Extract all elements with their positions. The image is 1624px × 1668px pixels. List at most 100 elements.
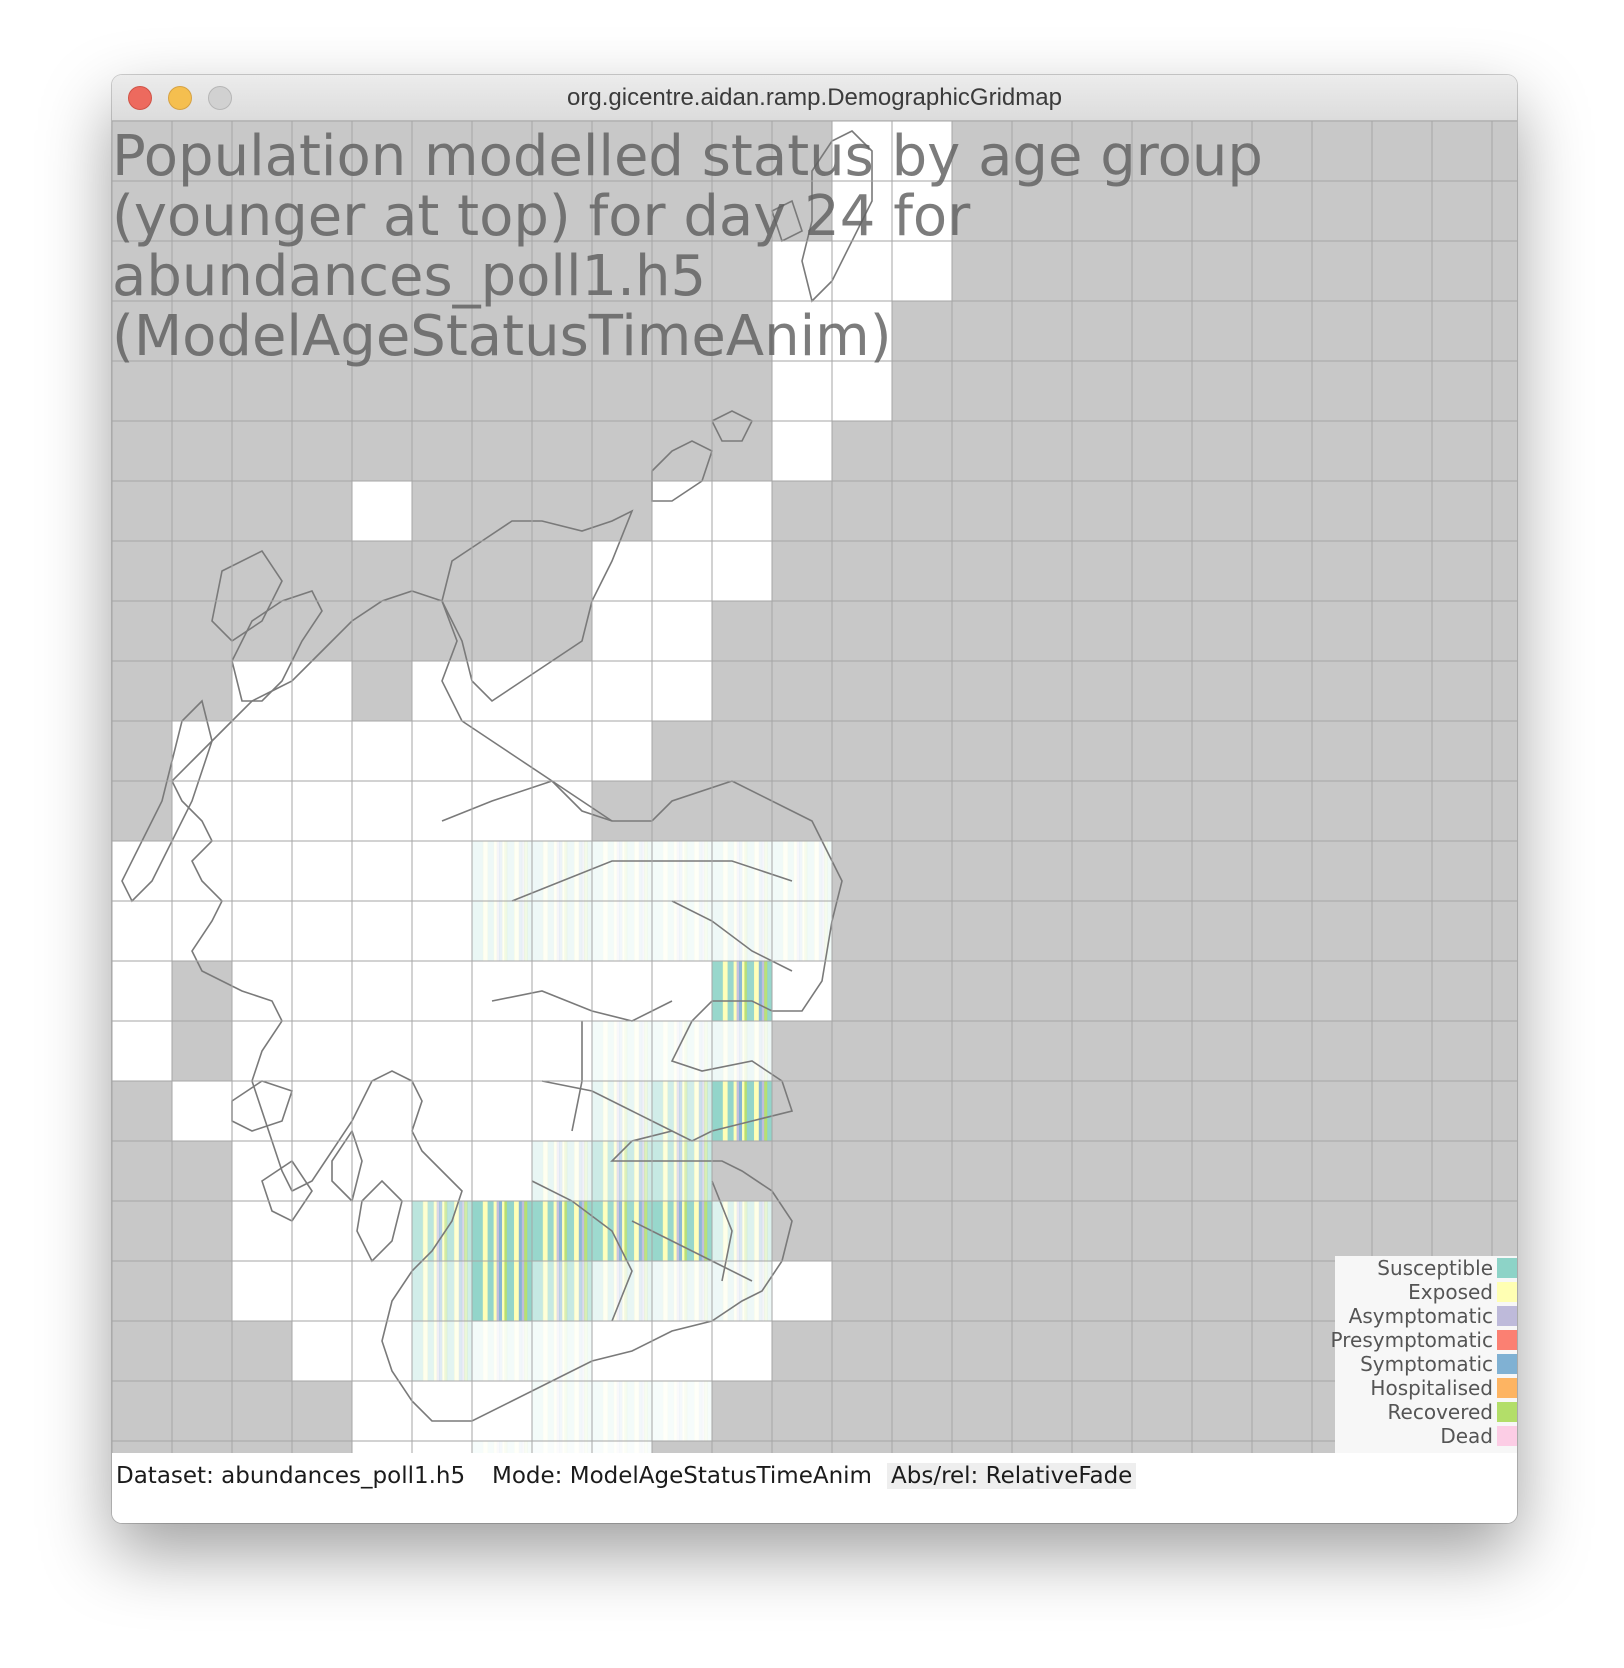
- grid-cell[interactable]: [592, 1321, 652, 1381]
- grid-cell[interactable]: [472, 1261, 533, 1321]
- grid-cell[interactable]: [292, 961, 352, 1021]
- grid-cell[interactable]: [352, 961, 412, 1021]
- grid-cell[interactable]: [292, 721, 352, 781]
- grid-cell[interactable]: [592, 1141, 653, 1201]
- grid-cell[interactable]: [712, 1021, 773, 1081]
- grid-cell[interactable]: [832, 181, 892, 241]
- grid-cell[interactable]: [352, 1021, 412, 1081]
- grid-cell[interactable]: [772, 361, 832, 421]
- grid-cell[interactable]: [352, 1141, 412, 1201]
- grid-cell[interactable]: [412, 721, 472, 781]
- grid-cell[interactable]: [532, 1081, 592, 1141]
- grid-cell[interactable]: [472, 1441, 533, 1453]
- zoom-window-button[interactable]: [208, 86, 232, 110]
- grid-cell[interactable]: [592, 541, 652, 601]
- grid-cell[interactable]: [232, 1261, 292, 1321]
- grid-cell[interactable]: [712, 901, 773, 961]
- grid-cell[interactable]: [412, 1201, 473, 1261]
- grid-cell[interactable]: [772, 301, 832, 361]
- grid-cell[interactable]: [232, 721, 292, 781]
- grid-cell[interactable]: [472, 1141, 532, 1201]
- grid-cell[interactable]: [232, 781, 292, 841]
- grid-cell[interactable]: [172, 1081, 232, 1141]
- grid-cell[interactable]: [652, 601, 712, 661]
- grid-cell[interactable]: [472, 1081, 532, 1141]
- grid-cell[interactable]: [532, 1201, 593, 1261]
- grid-cell[interactable]: [412, 841, 472, 901]
- grid-cell[interactable]: [592, 1081, 653, 1141]
- grid-cell[interactable]: [532, 1141, 593, 1201]
- grid-cell[interactable]: [232, 1141, 292, 1201]
- grid-cell[interactable]: [832, 121, 892, 181]
- grid-cell[interactable]: [652, 1201, 713, 1261]
- grid-cell[interactable]: [472, 841, 533, 901]
- grid-cell[interactable]: [592, 661, 652, 721]
- absrel-status[interactable]: Abs/rel: RelativeFade: [887, 1463, 1137, 1489]
- grid-cell[interactable]: [232, 841, 292, 901]
- grid-cell[interactable]: [412, 1261, 473, 1321]
- grid-cell[interactable]: [652, 1381, 713, 1441]
- grid-cell[interactable]: [412, 1021, 472, 1081]
- grid-cell[interactable]: [292, 1261, 352, 1321]
- close-window-button[interactable]: [128, 86, 152, 110]
- grid-cell[interactable]: [772, 841, 833, 901]
- grid-cell[interactable]: [292, 1201, 352, 1261]
- grid-cell[interactable]: [292, 1081, 352, 1141]
- grid-cell[interactable]: [592, 1441, 653, 1453]
- grid-cell[interactable]: [352, 481, 412, 541]
- grid-cell[interactable]: [352, 1321, 412, 1381]
- grid-cell[interactable]: [352, 721, 412, 781]
- grid-cell[interactable]: [412, 961, 472, 1021]
- grid-cell[interactable]: [532, 661, 592, 721]
- grid-cell[interactable]: [532, 1381, 593, 1441]
- grid-cell[interactable]: [772, 421, 832, 481]
- grid-cell[interactable]: [652, 1081, 713, 1141]
- grid-cell[interactable]: [592, 721, 652, 781]
- grid-cell[interactable]: [892, 241, 952, 301]
- grid-cell[interactable]: [472, 1201, 533, 1261]
- grid-cell[interactable]: [292, 781, 352, 841]
- grid-cell[interactable]: [172, 781, 232, 841]
- grid-cell[interactable]: [532, 901, 593, 961]
- grid-cell[interactable]: [712, 1081, 773, 1141]
- grid-cell[interactable]: [592, 1381, 653, 1441]
- grid-cell[interactable]: [412, 661, 472, 721]
- grid-cell[interactable]: [652, 1321, 712, 1381]
- grid-cell[interactable]: [352, 1081, 412, 1141]
- grid-cell[interactable]: [532, 1321, 593, 1381]
- grid-cell[interactable]: [592, 601, 652, 661]
- grid-cell[interactable]: [652, 1021, 713, 1081]
- grid-cell[interactable]: [352, 1381, 412, 1441]
- grid-cell[interactable]: [592, 901, 653, 961]
- grid-cell[interactable]: [172, 901, 232, 961]
- gridmap-svg[interactable]: [112, 121, 1517, 1453]
- grid-cell[interactable]: [832, 361, 892, 421]
- grid-cell[interactable]: [832, 241, 892, 301]
- grid-cell[interactable]: [412, 1081, 472, 1141]
- grid-cell[interactable]: [412, 1321, 473, 1381]
- grid-cell[interactable]: [892, 181, 952, 241]
- grid-cell[interactable]: [112, 961, 172, 1021]
- grid-cell[interactable]: [652, 841, 713, 901]
- grid-cell[interactable]: [352, 1261, 412, 1321]
- grid-cell[interactable]: [472, 1381, 532, 1441]
- grid-cell[interactable]: [592, 961, 652, 1021]
- grid-cell[interactable]: [352, 1441, 412, 1453]
- grid-cell[interactable]: [532, 1441, 593, 1453]
- grid-cell[interactable]: [712, 541, 772, 601]
- grid-cell[interactable]: [712, 1201, 773, 1261]
- grid-cell[interactable]: [652, 961, 712, 1021]
- grid-cell[interactable]: [712, 1321, 772, 1381]
- grid-cell[interactable]: [592, 841, 653, 901]
- grid-cell[interactable]: [652, 541, 712, 601]
- grid-cell[interactable]: [832, 301, 892, 361]
- grid-cell[interactable]: [532, 841, 593, 901]
- grid-cell[interactable]: [472, 961, 532, 1021]
- grid-cell[interactable]: [592, 1261, 653, 1321]
- grid-cell[interactable]: [292, 901, 352, 961]
- grid-cell[interactable]: [112, 1021, 172, 1081]
- grid-cell[interactable]: [352, 781, 412, 841]
- grid-cell[interactable]: [712, 1261, 773, 1321]
- grid-cell[interactable]: [712, 961, 773, 1021]
- grid-cell[interactable]: [652, 901, 713, 961]
